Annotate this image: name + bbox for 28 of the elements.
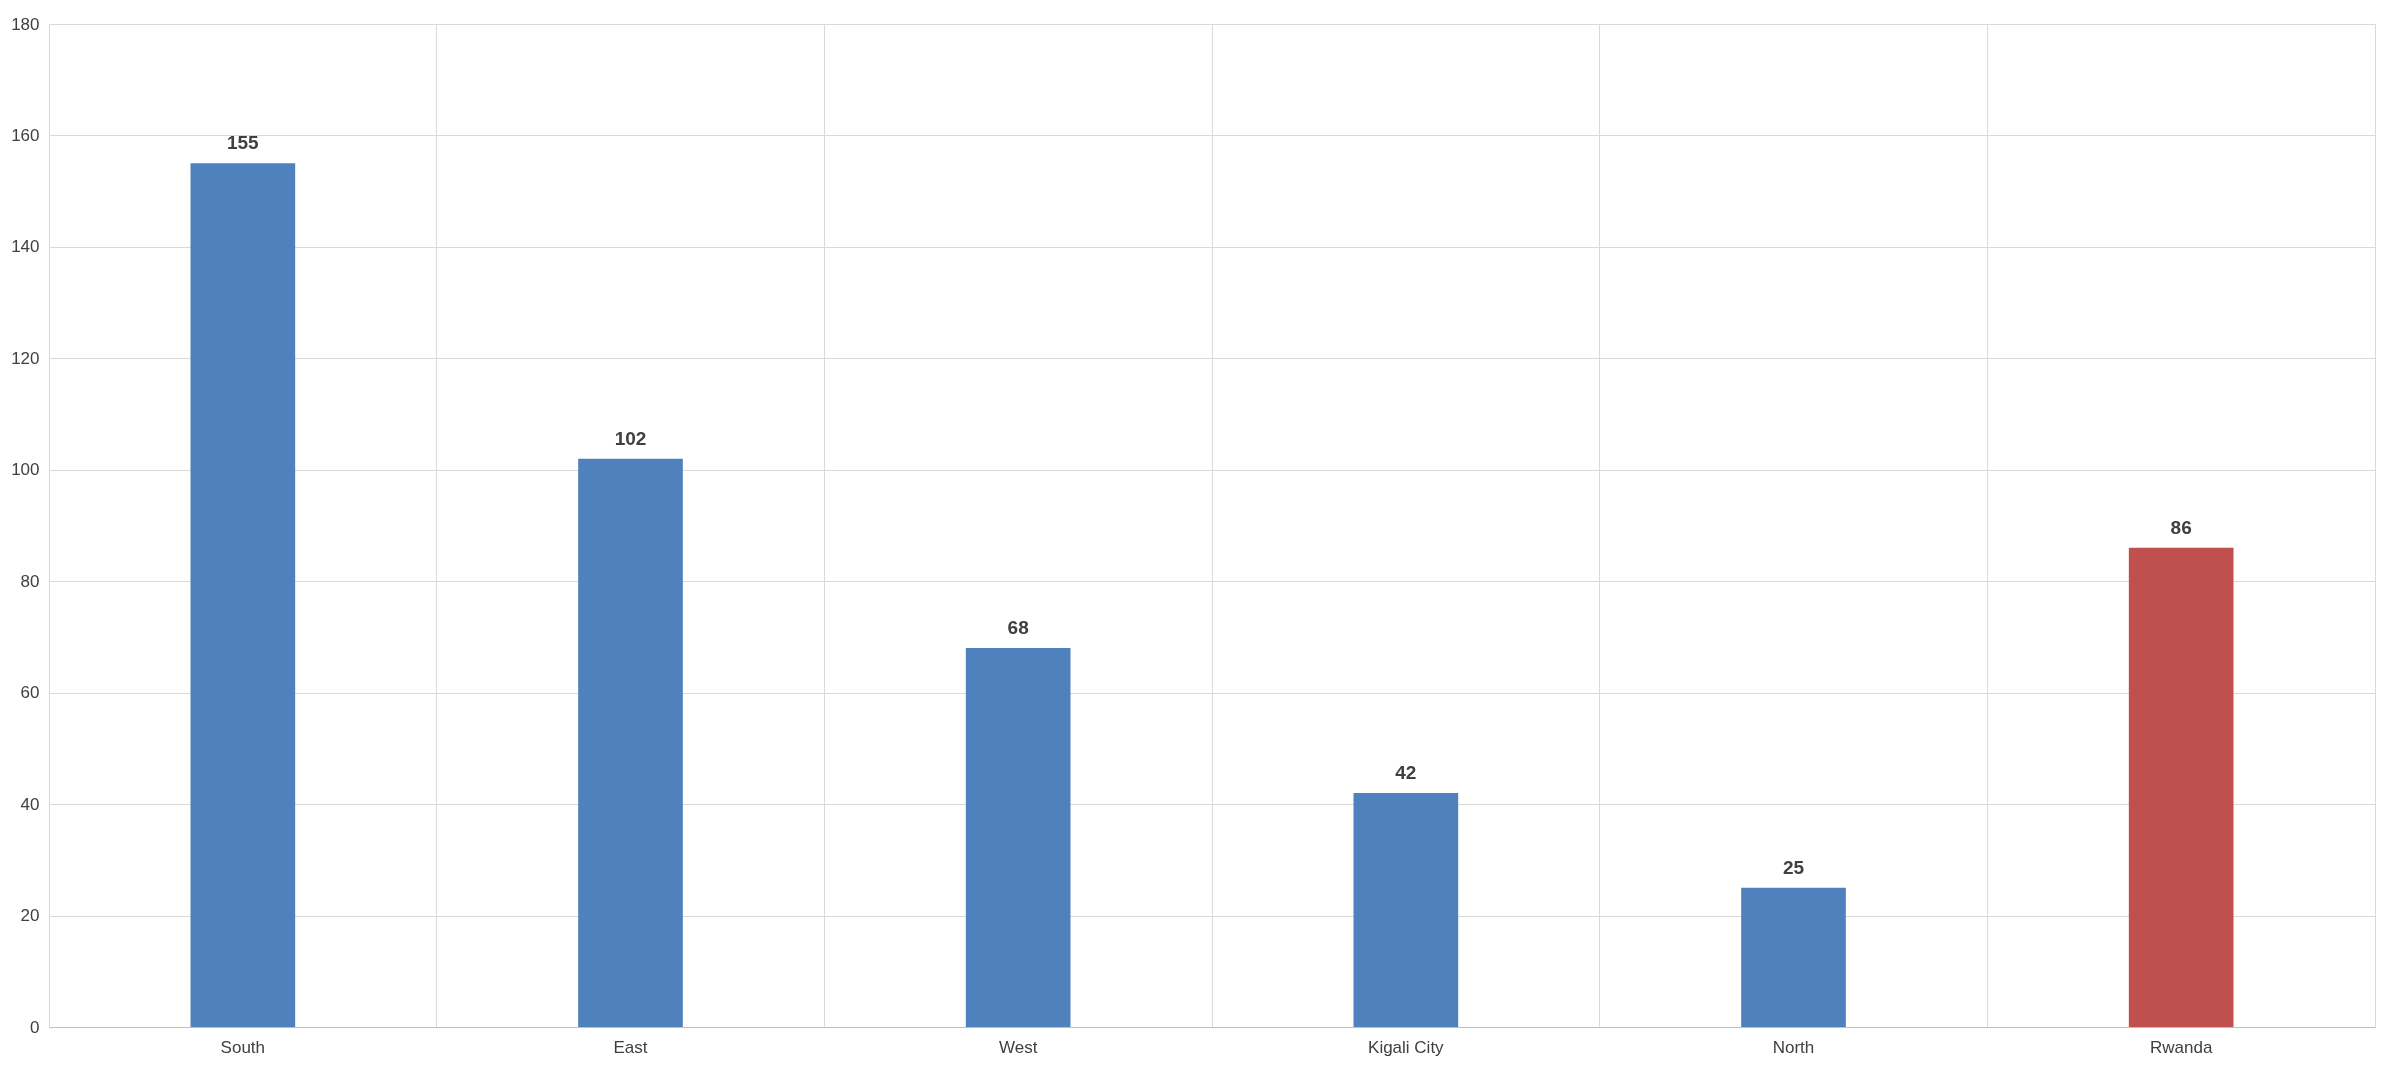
x-tick-label: Rwanda: [2149, 1037, 2213, 1057]
y-tick-label: 100: [11, 460, 40, 480]
data-label: 86: [2170, 516, 2192, 538]
bar: [1741, 887, 1846, 1027]
bar: [1353, 792, 1459, 1027]
bar: [2128, 547, 2234, 1027]
x-tick-label: South: [220, 1037, 266, 1057]
x-tick-label: West: [998, 1037, 1038, 1057]
x-tick-label: North: [1772, 1037, 1815, 1057]
y-tick-label: 120: [11, 348, 40, 368]
bar: [578, 458, 683, 1027]
data-label: 25: [1782, 856, 1805, 878]
data-label: 102: [614, 427, 647, 449]
y-tick-label: 160: [11, 125, 40, 145]
data-label: 155: [226, 132, 260, 154]
y-tick-label: 180: [11, 14, 40, 34]
y-tick-label: 80: [20, 571, 40, 591]
y-tick-label: 40: [20, 794, 40, 814]
y-tick-label: 60: [20, 683, 40, 703]
y-tick-label: 20: [20, 906, 40, 926]
x-tick-label: East: [613, 1037, 648, 1057]
data-label: 68: [1007, 617, 1029, 639]
bar: [190, 163, 296, 1027]
y-tick-label: 140: [11, 237, 40, 257]
x-tick-label: Kigali City: [1368, 1037, 1445, 1057]
bar: [965, 648, 1071, 1027]
data-label: 42: [1395, 761, 1417, 783]
y-tick-label: 0: [30, 1017, 40, 1037]
